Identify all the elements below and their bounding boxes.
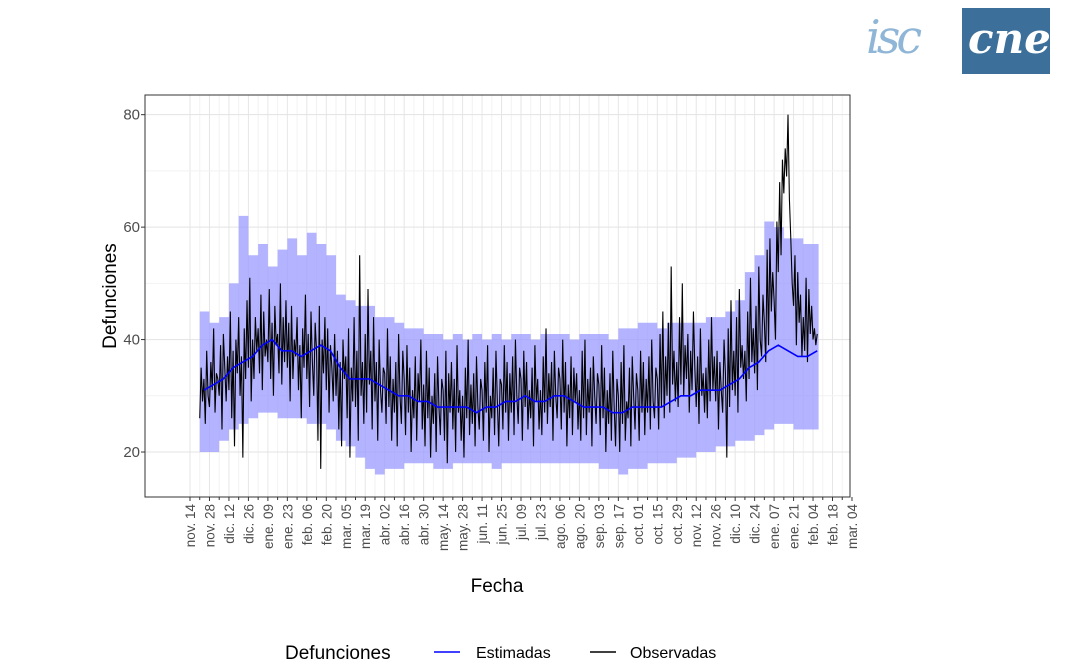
x-tick-label: mar. 05 — [339, 504, 354, 549]
x-tick-label: ago. 20 — [572, 504, 587, 549]
x-tick-label: abr. 16 — [397, 504, 412, 545]
x-tick-label: mar. 04 — [845, 504, 860, 550]
x-tick-label: ago. 06 — [553, 504, 568, 549]
x-tick-label: mar. 19 — [358, 504, 373, 549]
logo: isc cne — [866, 6, 1056, 74]
x-tick-label: jul. 23 — [533, 504, 548, 541]
legend-title: Defunciones — [285, 643, 391, 664]
x-tick-label: ene. 07 — [767, 504, 782, 549]
legend-label-estimadas: Estimadas — [476, 645, 551, 662]
logo-cne-box: cne — [962, 8, 1051, 74]
x-tick-label: ene. 23 — [280, 504, 295, 549]
x-tick-label: ene. 21 — [787, 504, 802, 549]
x-tick-label: dic. 12 — [222, 504, 237, 544]
x-axis-title: Fecha — [471, 576, 524, 597]
observed-line — [199, 114, 818, 469]
x-tick-label: may. 28 — [456, 504, 471, 551]
logo-cne: cne — [968, 14, 1051, 63]
plot-border — [144, 94, 851, 498]
x-tick-label: sep. 17 — [611, 504, 626, 548]
x-tick-label: oct. 01 — [631, 504, 646, 545]
x-tick-label: dic. 26 — [241, 504, 256, 544]
legend-label-observadas: Observadas — [630, 645, 716, 662]
estimated-series — [203, 338, 818, 414]
x-tick-label: nov. 26 — [709, 504, 724, 547]
x-tick-label: ene. 09 — [261, 504, 276, 549]
x-tick-label: jun. 25 — [495, 504, 510, 546]
y-axis-title: Defunciones — [100, 243, 121, 349]
x-tick-label: sep. 03 — [592, 504, 607, 548]
legend: Defunciones Estimadas Observadas — [285, 643, 716, 664]
x-tick-label: dic. 10 — [728, 504, 743, 544]
x-tick-label: abr. 02 — [378, 504, 393, 545]
x-tick-label: feb. 18 — [826, 504, 841, 545]
y-tick-label: 40 — [123, 332, 140, 349]
x-tick-label: oct. 29 — [670, 504, 685, 545]
y-tick-label: 20 — [123, 444, 140, 461]
estimated-line — [203, 338, 818, 414]
x-tick-label: may. 14 — [436, 504, 451, 552]
x-tick-label: dic. 24 — [748, 504, 763, 544]
x-tick-label: abr. 30 — [417, 504, 432, 545]
x-tick-label: feb. 06 — [300, 504, 315, 545]
x-tick-label: nov. 12 — [689, 504, 704, 547]
y-tick-label: 80 — [123, 107, 140, 124]
logo-isc: isc — [866, 10, 922, 64]
x-tick-label: jul. 09 — [514, 504, 529, 541]
x-tick-label: nov. 14 — [183, 504, 198, 548]
x-tick-label: feb. 20 — [319, 504, 334, 545]
axes: 20 40 60 80 nov. 14 nov. 28 dic. 12 dic. 26 ene.… — [123, 107, 860, 551]
y-tick-label: 60 — [123, 219, 140, 236]
x-tick-label: nov. 28 — [202, 504, 217, 547]
x-tick-label: oct. 15 — [650, 504, 665, 545]
x-tick-label: jun. 11 — [475, 504, 490, 545]
observed-series — [199, 114, 818, 469]
x-tick-label: feb. 04 — [806, 504, 821, 546]
